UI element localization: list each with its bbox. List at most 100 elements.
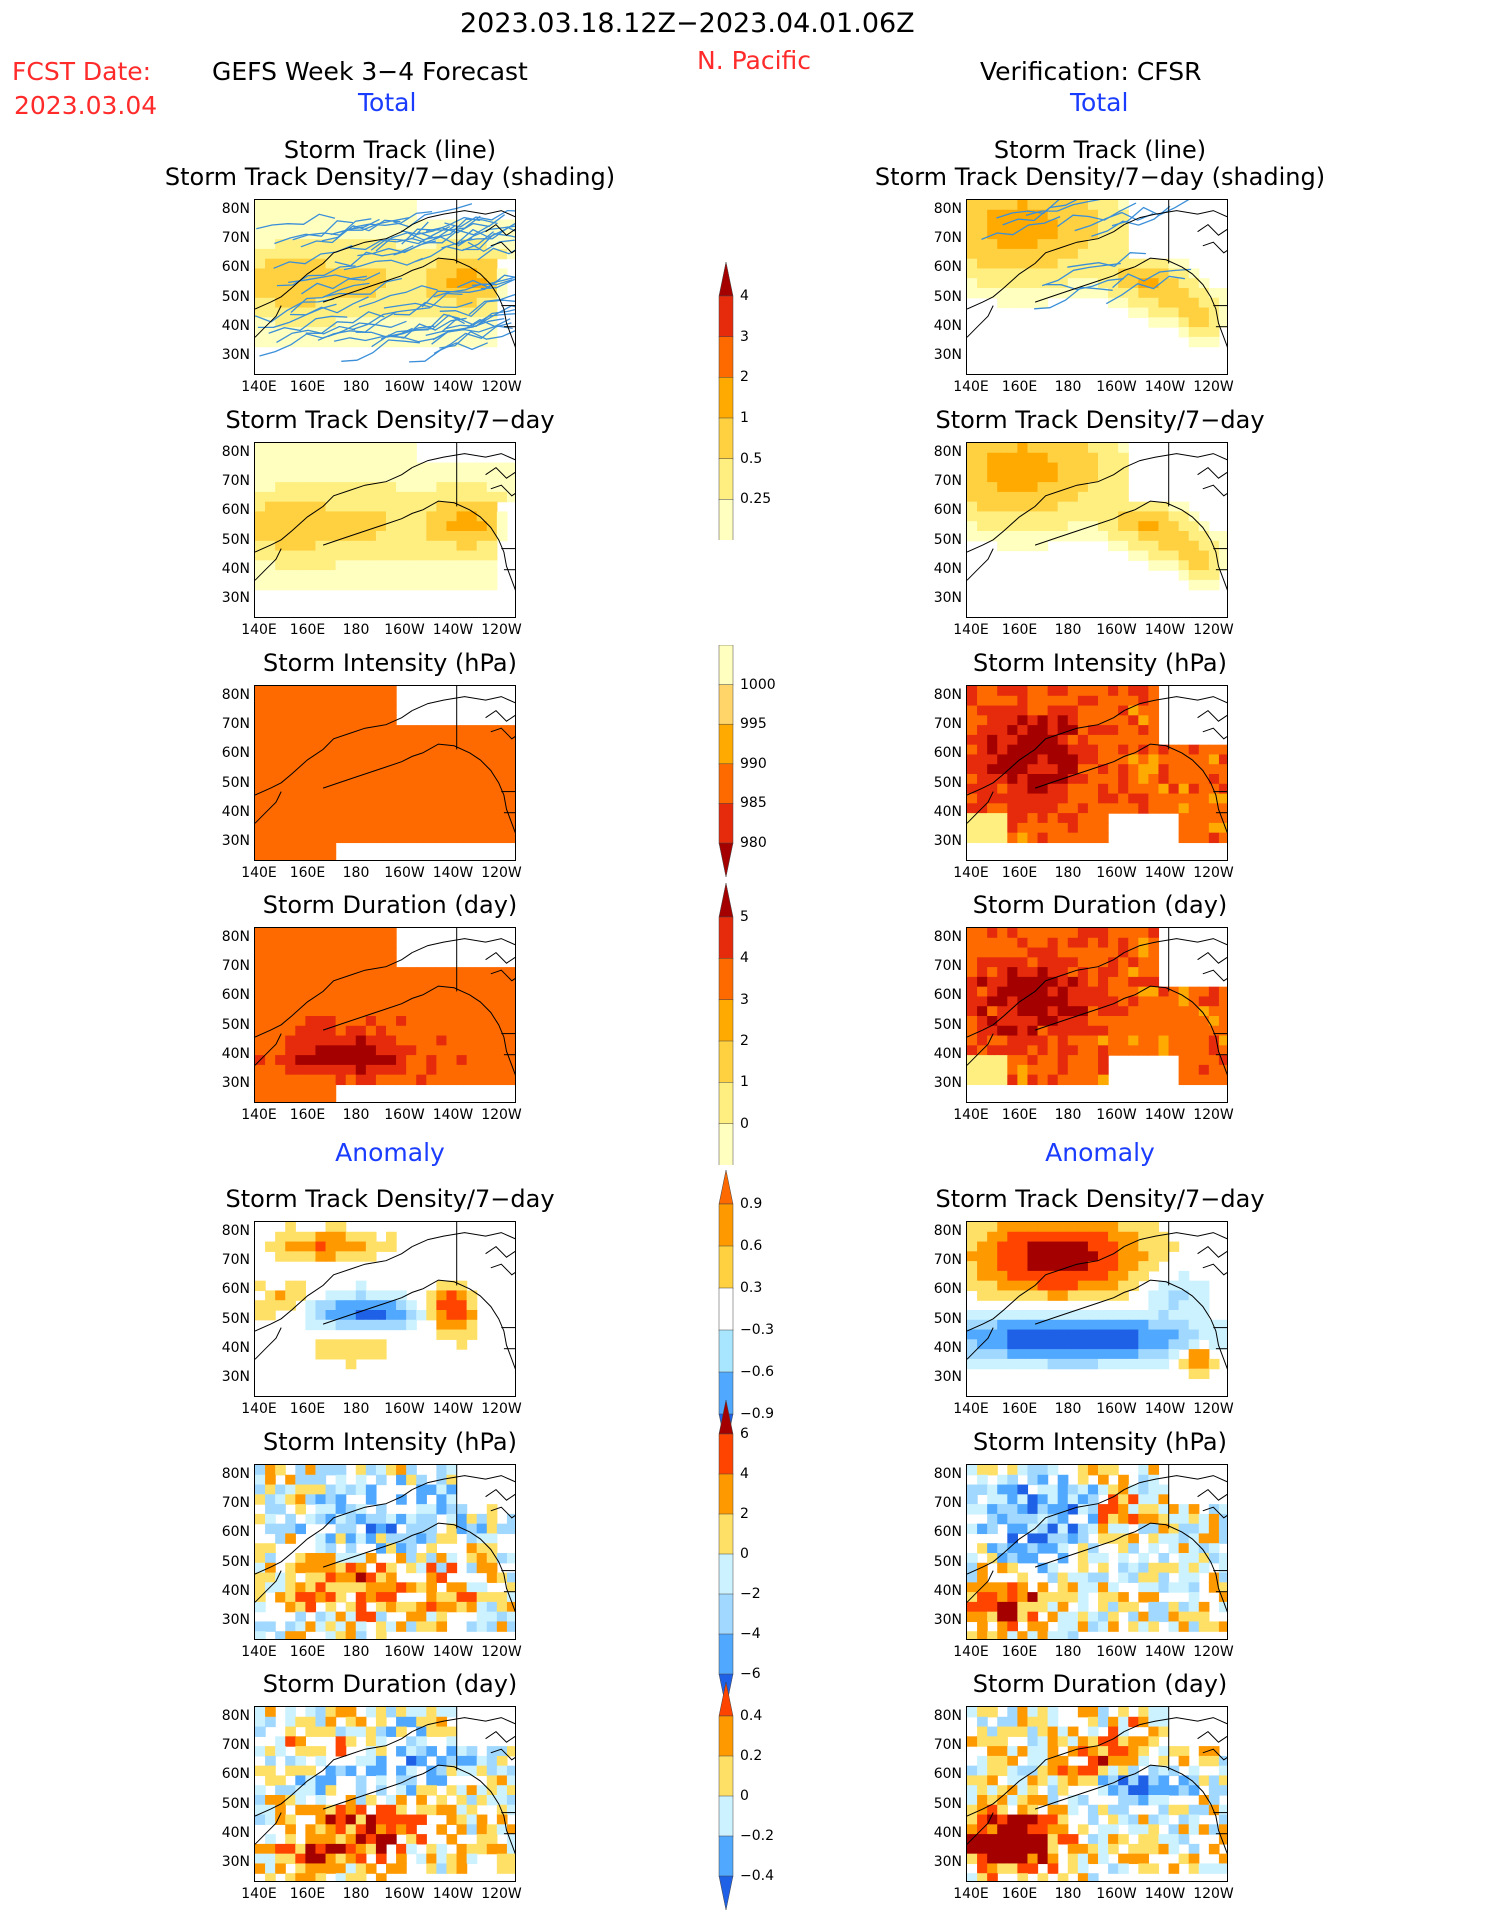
field-cell xyxy=(386,327,397,338)
field-cell xyxy=(1168,560,1180,571)
field-cell xyxy=(355,1562,367,1574)
field-cell xyxy=(315,1494,327,1505)
field-cell xyxy=(1017,1494,1029,1505)
field-cell xyxy=(436,783,448,795)
field-cell xyxy=(1148,1785,1160,1796)
field-cell xyxy=(1027,1231,1039,1243)
field-cell xyxy=(1168,793,1180,804)
field-cell xyxy=(506,1795,515,1806)
field-cell xyxy=(1077,1611,1089,1623)
field-cell xyxy=(466,501,478,513)
field-cell xyxy=(1158,1310,1170,1321)
field-cell xyxy=(466,336,478,348)
field-cell xyxy=(1118,531,1129,542)
field-cell xyxy=(977,1523,988,1535)
field-cell xyxy=(426,1775,437,1786)
field-cell xyxy=(305,1251,317,1262)
field-cell xyxy=(1017,1241,1029,1252)
field-cell xyxy=(1158,317,1170,328)
lon-tick-label: 120W xyxy=(1193,865,1234,881)
field-cell xyxy=(345,1873,357,1881)
field-cell xyxy=(1198,288,1210,299)
field-cell xyxy=(476,1592,488,1603)
field-cell xyxy=(1178,832,1190,844)
field-cell xyxy=(285,1494,296,1505)
field-cell xyxy=(476,336,488,348)
field-cell xyxy=(486,1055,498,1066)
lon-tick-label: 180 xyxy=(342,622,370,638)
field-cell xyxy=(365,1755,377,1767)
field-cell xyxy=(1108,715,1119,726)
field-cell xyxy=(1168,550,1180,561)
field-cell xyxy=(456,560,468,571)
field-cell xyxy=(1007,1045,1018,1056)
field-cell xyxy=(1017,531,1029,542)
field-cell xyxy=(325,783,337,795)
field-cell xyxy=(1208,996,1220,1007)
field-cell xyxy=(335,1843,347,1855)
field-cell xyxy=(1138,734,1149,746)
coastline xyxy=(485,1245,515,1258)
field-cell xyxy=(1017,1465,1029,1476)
field-cell xyxy=(1108,1775,1119,1786)
field-cell xyxy=(1077,1290,1089,1301)
panel-title-line: Storm Intensity (hPa) xyxy=(973,1428,1227,1456)
field-cell xyxy=(265,209,276,221)
field-cell xyxy=(305,579,317,591)
field-cell xyxy=(1047,1746,1059,1757)
field-cell xyxy=(1087,1834,1099,1845)
field-cell xyxy=(1188,822,1200,834)
field-cell xyxy=(386,239,397,250)
field-cell xyxy=(1208,1025,1220,1037)
field-cell xyxy=(265,822,276,834)
field-cell xyxy=(1077,832,1089,844)
field-cell xyxy=(355,705,367,716)
field-cell xyxy=(466,1795,478,1806)
field-cell xyxy=(1057,1726,1069,1737)
field-cell xyxy=(466,754,478,765)
field-cell xyxy=(335,200,347,211)
lat-tick-label: 80N xyxy=(933,201,962,217)
field-cell xyxy=(1037,1513,1049,1525)
field-cell xyxy=(406,1834,417,1845)
field-cell xyxy=(1007,443,1018,454)
field-cell xyxy=(426,783,437,795)
field-cell xyxy=(265,1064,276,1076)
map-panel-verification-intensity_anom: 80N 70N 60N 50N 40N 30N 140E 160E 180 160W 140W 120… xyxy=(918,1464,1234,1674)
field-cell xyxy=(265,852,276,860)
field-cell xyxy=(1077,1592,1089,1603)
field-cell xyxy=(305,1094,317,1102)
coastline xyxy=(255,952,413,1038)
field-cell xyxy=(997,1339,1008,1350)
field-cell xyxy=(1057,1270,1069,1282)
field-cell xyxy=(1017,1834,1029,1845)
field-cell xyxy=(1047,1465,1059,1476)
field-cell xyxy=(345,540,357,552)
field-cell xyxy=(1108,1465,1119,1476)
field-cell xyxy=(315,1775,327,1786)
field-cell xyxy=(1007,1329,1018,1340)
field-cell xyxy=(375,1572,387,1583)
field-cell xyxy=(1128,1251,1139,1262)
field-cell xyxy=(1168,1746,1180,1757)
field-cell xyxy=(1138,288,1149,299)
field-cell xyxy=(1077,774,1089,785)
field-cell xyxy=(305,813,317,824)
field-cell xyxy=(305,570,317,581)
field-cell xyxy=(486,1025,498,1037)
field-cell xyxy=(466,570,478,581)
field-cell xyxy=(1027,1064,1039,1076)
field-cell xyxy=(295,258,306,270)
field-cell xyxy=(295,1853,306,1865)
field-cell xyxy=(1118,1016,1129,1027)
field-cell xyxy=(1168,1863,1180,1874)
field-cell xyxy=(375,239,387,250)
field-cell xyxy=(1148,1349,1160,1360)
field-cell xyxy=(375,1035,387,1046)
field-cell xyxy=(265,764,276,775)
field-cell xyxy=(987,219,998,230)
field-cell xyxy=(1118,783,1129,795)
field-cell xyxy=(987,1592,998,1603)
field-cell xyxy=(345,1765,357,1777)
field-cell xyxy=(1057,1775,1069,1786)
